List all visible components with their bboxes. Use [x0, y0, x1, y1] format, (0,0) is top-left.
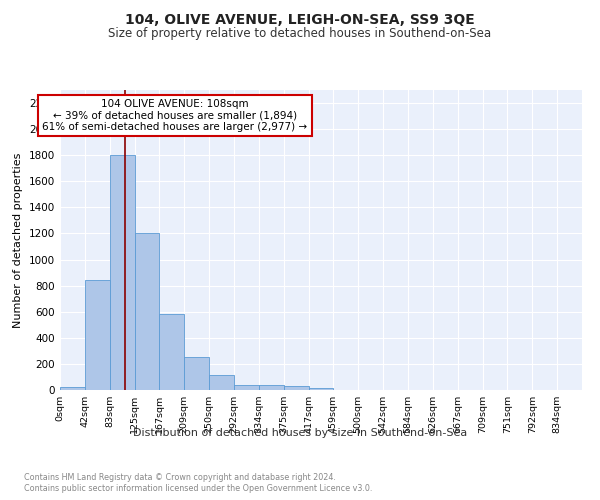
- Text: Distribution of detached houses by size in Southend-on-Sea: Distribution of detached houses by size …: [133, 428, 467, 438]
- Text: 104, OLIVE AVENUE, LEIGH-ON-SEA, SS9 3QE: 104, OLIVE AVENUE, LEIGH-ON-SEA, SS9 3QE: [125, 12, 475, 26]
- Text: Size of property relative to detached houses in Southend-on-Sea: Size of property relative to detached ho…: [109, 28, 491, 40]
- Text: Contains public sector information licensed under the Open Government Licence v3: Contains public sector information licen…: [24, 484, 373, 493]
- Bar: [259, 384, 284, 390]
- Bar: [160, 314, 184, 390]
- Bar: [60, 386, 85, 390]
- Bar: [110, 155, 134, 390]
- Bar: [308, 388, 334, 390]
- Bar: [209, 375, 234, 390]
- Text: Contains HM Land Registry data © Crown copyright and database right 2024.: Contains HM Land Registry data © Crown c…: [24, 472, 336, 482]
- Bar: [184, 356, 209, 390]
- Bar: [284, 386, 308, 390]
- Bar: [85, 280, 110, 390]
- Bar: [234, 384, 259, 390]
- Text: 104 OLIVE AVENUE: 108sqm
← 39% of detached houses are smaller (1,894)
61% of sem: 104 OLIVE AVENUE: 108sqm ← 39% of detach…: [42, 99, 307, 132]
- Bar: [134, 234, 160, 390]
- Y-axis label: Number of detached properties: Number of detached properties: [13, 152, 23, 328]
